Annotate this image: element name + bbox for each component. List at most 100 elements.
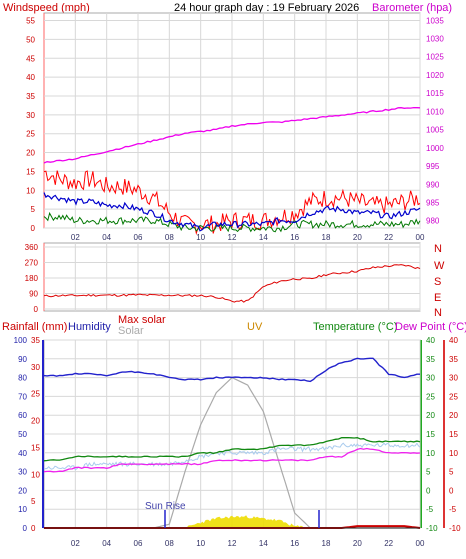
climate-xtick-label: 22 [384,539,393,548]
sunrise-label: Sun Rise [145,501,186,512]
direction-ytick-label: 0 [34,305,39,314]
baro-ytick-label: 990 [426,180,440,189]
wind-xtick-label: 02 [71,233,80,242]
barometer-line [43,106,421,164]
wind-xtick-label: 06 [134,233,143,242]
wind-ytick-label: 20 [26,149,35,158]
wind-xtick-label: 20 [353,233,362,242]
rain-ytick-label: 35 [31,336,40,345]
humidity-ytick-label: 0 [23,524,28,533]
baro-ytick-label: 1010 [426,107,444,116]
temp-ytick-label: 20 [426,411,435,420]
dew-ytick-label: 15 [449,430,458,439]
temp-ytick-label: 40 [426,336,435,345]
compass-s: S [434,276,441,288]
climate-xtick-label: 16 [290,539,299,548]
climate-xtick-label: 00 [416,539,425,548]
wind-lull-line [43,211,421,233]
rain-ytick-label: 0 [31,524,36,533]
rain-ytick-label: 5 [31,497,36,506]
temperature-label: Temperature (°C) [313,321,397,333]
climate-xtick-label: 14 [259,539,268,548]
rain-ytick-label: 25 [31,390,40,399]
dew-ytick-label: 40 [449,336,458,345]
baro-ytick-label: 985 [426,198,440,207]
wind-ytick-label: 55 [26,17,35,26]
wind-xtick-label: 04 [102,233,111,242]
wind-ytick-label: 40 [26,73,35,82]
humidity-ytick-label: 20 [18,486,27,495]
dew-ytick-label: 30 [449,374,458,383]
wind-xtick-label: 10 [196,233,205,242]
baro-ytick-label: 1035 [426,16,444,25]
dew-ytick-label: 0 [449,486,454,495]
dew-ytick-label: 35 [449,355,458,364]
temp-ytick-label: 25 [426,392,435,401]
humidity-line [43,357,420,383]
wind-xtick-label: 12 [228,233,237,242]
direction-ytick-label: 360 [25,243,39,252]
wind-ytick-label: 25 [26,130,35,139]
dew-ytick-label: 5 [449,468,454,477]
temp-ytick-label: -5 [426,505,434,514]
dew-ytick-label: 25 [449,392,458,401]
humidity-ytick-label: 40 [18,449,27,458]
temp-ytick-label: 35 [426,355,435,364]
solar-label: Solar [118,325,144,337]
solar-area [44,515,420,528]
chart-title: 24 hour graph day : 19 February 2026 [174,2,359,14]
barometer-axis-title: Barometer (hpa) [372,2,452,14]
humidity-ytick-label: 80 [18,374,27,383]
direction-ytick-label: 180 [25,274,39,283]
climate-xtick-label: 20 [353,539,362,548]
wind-ytick-label: 30 [26,111,35,120]
humidity-ytick-label: 30 [18,468,27,477]
rain-ytick-label: 20 [31,417,40,426]
wind-xtick-label: 00 [416,233,425,242]
temp-ytick-label: -10 [426,524,438,533]
baro-ytick-label: 1015 [426,89,444,98]
dew-ytick-label: 20 [449,411,458,420]
wind-xtick-label: 22 [384,233,393,242]
climate-xtick-label: 18 [322,539,331,548]
rain-ytick-label: 15 [31,443,40,452]
temp-ytick-label: 15 [426,430,435,439]
wind-ytick-label: 0 [31,224,36,233]
max-solar-label: Max solar [118,314,166,326]
dew-ytick-label: -5 [449,505,457,514]
baro-ytick-label: 980 [426,217,440,226]
baro-ytick-label: 995 [426,162,440,171]
uv-label: UV [247,321,263,333]
wind-avg-line [43,192,421,232]
wind-ytick-label: 15 [26,167,35,176]
climate-xtick-label: 04 [102,539,111,548]
dew-point-label: Dew Point (°C) [395,321,466,333]
wind-gust-line [43,170,421,236]
compass-n-top: N [434,243,442,255]
windspeed-axis-title: Windspeed (mph) [3,2,90,14]
baro-ytick-label: 1005 [426,126,444,135]
humidity-ytick-label: 50 [18,430,27,439]
temp-ytick-label: 30 [426,374,435,383]
temperature-line [43,436,421,462]
rain-ytick-label: 30 [31,363,40,372]
baro-ytick-label: 1020 [426,71,444,80]
temp-ytick-label: 5 [426,468,431,477]
humidity-label: Humidity [68,321,111,333]
wind-ytick-label: 5 [31,205,36,214]
humidity-ytick-label: 90 [18,355,27,364]
wind-ytick-label: 35 [26,92,35,101]
humidity-ytick-label: 100 [14,336,28,345]
compass-e: E [434,292,441,304]
compass-n-bottom: N [434,307,442,319]
wind-direction-line [43,264,421,303]
humidity-ytick-label: 60 [18,411,27,420]
temp-ytick-label: 0 [426,486,431,495]
wind-xtick-label: 18 [322,233,331,242]
feels-like-line [43,442,421,471]
rain-ytick-label: 10 [31,470,40,479]
climate-xtick-label: 06 [134,539,143,548]
humidity-ytick-label: 10 [18,505,27,514]
wind-ytick-label: 10 [26,186,35,195]
